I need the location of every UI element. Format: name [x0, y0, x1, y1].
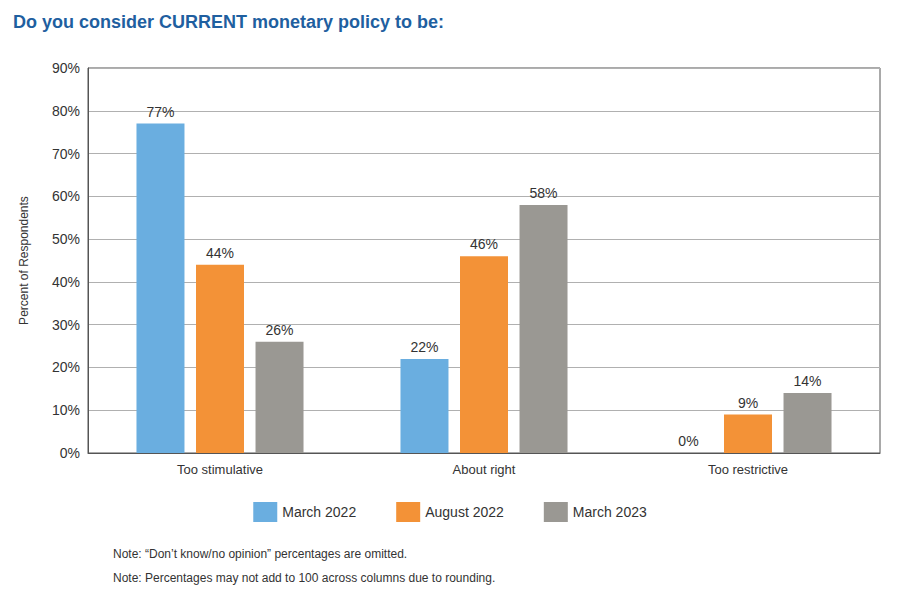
svg-text:70%: 70% [52, 146, 80, 162]
svg-text:40%: 40% [52, 274, 80, 290]
svg-text:Do you consider CURRENT moneta: Do you consider CURRENT monetary policy … [13, 12, 444, 32]
svg-text:60%: 60% [52, 188, 80, 204]
svg-text:10%: 10% [52, 402, 80, 418]
svg-text:0%: 0% [678, 433, 698, 449]
svg-text:44%: 44% [206, 245, 234, 261]
svg-text:80%: 80% [52, 103, 80, 119]
svg-text:20%: 20% [52, 359, 80, 375]
svg-text:22%: 22% [410, 339, 438, 355]
svg-text:26%: 26% [266, 322, 294, 338]
svg-text:14%: 14% [794, 373, 822, 389]
svg-text:46%: 46% [470, 236, 498, 252]
svg-text:August 2022: August 2022 [425, 504, 504, 520]
svg-text:0%: 0% [60, 445, 80, 461]
svg-text:90%: 90% [52, 60, 80, 76]
svg-text:Too stimulative: Too stimulative [177, 462, 263, 477]
svg-text:Note: Percentages may not add: Note: Percentages may not add to 100 acr… [113, 571, 495, 585]
svg-text:March 2023: March 2023 [573, 504, 647, 520]
svg-text:March 2022: March 2022 [282, 504, 356, 520]
svg-text:58%: 58% [530, 185, 558, 201]
svg-text:30%: 30% [52, 317, 80, 333]
svg-text:9%: 9% [738, 395, 758, 411]
svg-text:Percent of Respondents: Percent of Respondents [17, 196, 31, 325]
svg-text:Too restrictive: Too restrictive [708, 462, 788, 477]
svg-text:About right: About right [453, 462, 516, 477]
svg-text:77%: 77% [146, 104, 174, 120]
svg-text:Note: “Don’t know/no opinion”: Note: “Don’t know/no opinion” percentage… [113, 547, 407, 561]
svg-text:50%: 50% [52, 231, 80, 247]
